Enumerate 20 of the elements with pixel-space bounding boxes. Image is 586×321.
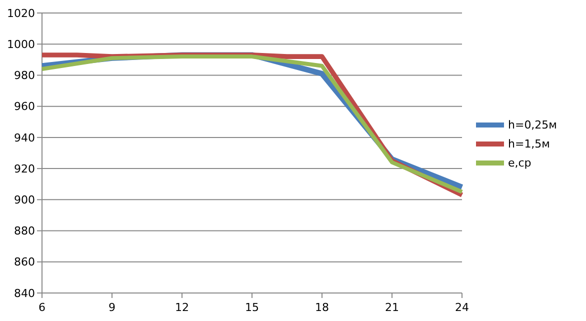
y-tick-label: 940 <box>14 131 35 144</box>
y-tick-label: 1020 <box>7 6 35 20</box>
x-tick-label: 12 <box>175 301 189 314</box>
y-tick-label: 980 <box>14 69 35 82</box>
y-tick-label: 960 <box>14 100 35 114</box>
legend-label: h=0,25м <box>508 118 557 132</box>
legend-label: h=1,5м <box>508 137 550 150</box>
x-tick-label: 21 <box>385 301 399 314</box>
x-tick-label: 24 <box>455 301 469 314</box>
x-tick-label: 15 <box>245 301 259 314</box>
x-tick-label: 18 <box>315 301 329 314</box>
y-tick-label: 860 <box>14 256 35 269</box>
y-tick-label: 840 <box>14 286 35 300</box>
y-tick-label: 1000 <box>7 38 35 51</box>
y-tick-label: 920 <box>14 162 35 176</box>
y-tick-label: 880 <box>14 224 35 238</box>
legend-label: e,cp <box>508 156 532 170</box>
y-tick-label: 900 <box>14 194 35 207</box>
x-tick-label: 9 <box>108 301 116 314</box>
x-tick-label: 6 <box>38 301 46 314</box>
